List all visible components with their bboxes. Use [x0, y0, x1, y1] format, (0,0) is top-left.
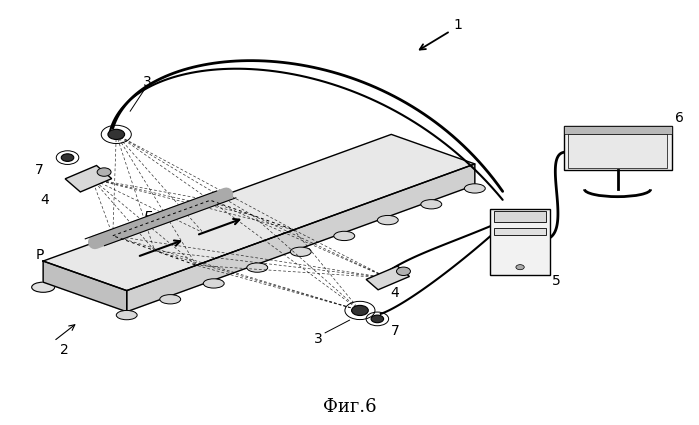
- Ellipse shape: [421, 200, 442, 209]
- Ellipse shape: [206, 219, 229, 229]
- Ellipse shape: [119, 250, 142, 261]
- Ellipse shape: [203, 279, 224, 288]
- Polygon shape: [43, 261, 127, 312]
- Polygon shape: [366, 266, 410, 290]
- Ellipse shape: [377, 215, 398, 225]
- Ellipse shape: [293, 187, 316, 197]
- Text: 7: 7: [390, 324, 399, 338]
- Ellipse shape: [250, 203, 272, 213]
- Ellipse shape: [75, 266, 98, 277]
- Text: 4: 4: [390, 286, 399, 300]
- Ellipse shape: [464, 184, 485, 193]
- Text: 4: 4: [40, 193, 49, 207]
- Text: 3: 3: [143, 75, 152, 88]
- Ellipse shape: [247, 263, 268, 272]
- Text: P: P: [36, 248, 44, 262]
- Ellipse shape: [290, 247, 311, 256]
- Polygon shape: [43, 134, 475, 291]
- Text: Фиг.6: Фиг.6: [323, 398, 376, 416]
- Ellipse shape: [336, 171, 359, 181]
- Circle shape: [371, 315, 384, 323]
- Circle shape: [108, 129, 124, 139]
- Circle shape: [97, 168, 111, 176]
- Ellipse shape: [116, 310, 137, 320]
- Bar: [568, 133, 668, 168]
- Ellipse shape: [380, 156, 403, 166]
- Text: 2: 2: [59, 343, 69, 357]
- Ellipse shape: [160, 295, 180, 304]
- Bar: [494, 228, 546, 235]
- Circle shape: [396, 267, 410, 275]
- Bar: [494, 212, 546, 222]
- Ellipse shape: [31, 282, 55, 292]
- Polygon shape: [127, 164, 475, 312]
- Circle shape: [352, 306, 368, 315]
- Text: 3: 3: [314, 332, 322, 346]
- Text: 6: 6: [675, 110, 684, 125]
- Text: 7: 7: [36, 163, 44, 177]
- Bar: [563, 126, 672, 133]
- Bar: [563, 126, 672, 170]
- Bar: [491, 210, 549, 275]
- Polygon shape: [65, 165, 112, 192]
- Text: 5: 5: [552, 274, 561, 288]
- Circle shape: [62, 154, 74, 162]
- Text: 1: 1: [453, 17, 462, 31]
- Circle shape: [516, 265, 524, 270]
- Text: F: F: [143, 210, 152, 224]
- Ellipse shape: [162, 235, 185, 245]
- Ellipse shape: [334, 231, 354, 241]
